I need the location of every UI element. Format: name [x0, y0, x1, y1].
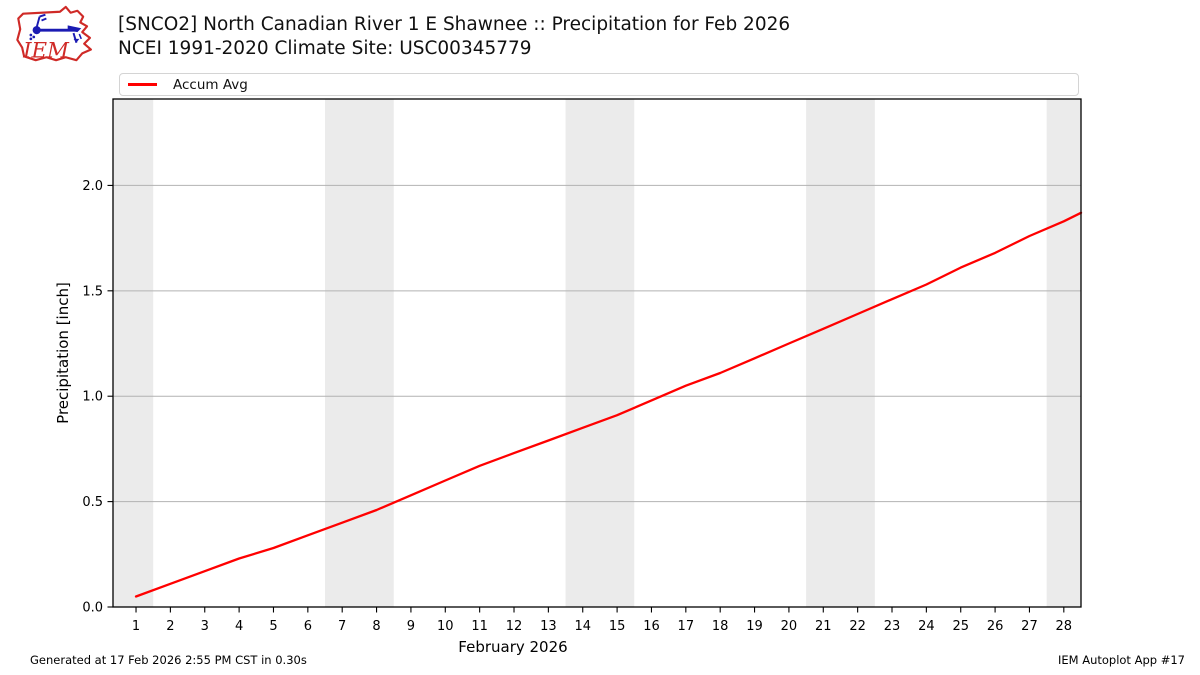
footer-generated-text: Generated at 17 Feb 2026 2:55 PM CST in …	[30, 653, 307, 667]
weekend-band	[113, 99, 154, 607]
x-tick-label: 28	[1056, 619, 1073, 634]
x-tick-label: 11	[471, 619, 488, 634]
x-tick-label: 5	[269, 619, 277, 634]
footer-app-text: IEM Autoplot App #17	[1057, 653, 1185, 667]
y-tick-label: 0.0	[82, 601, 103, 616]
legend-label: Accum Avg	[173, 76, 248, 93]
plot-border	[112, 98, 1082, 608]
x-tick-label: 9	[407, 619, 415, 634]
x-tick-label: 13	[540, 619, 557, 634]
y-tick-label: 1.0	[82, 390, 103, 405]
legend: Accum Avg	[119, 73, 1079, 96]
x-tick-label: 24	[918, 619, 935, 634]
x-tick-label: 6	[304, 619, 312, 634]
x-tick-label: 7	[338, 619, 346, 634]
page-title: [SNCO2] North Canadian River 1 E Shawnee…	[118, 14, 791, 35]
x-tick-label: 2	[166, 619, 174, 634]
iem-logo: IEM	[16, 5, 93, 63]
x-tick-label: 16	[643, 619, 660, 634]
x-tick-label: 25	[952, 619, 969, 634]
x-tick-label: 26	[987, 619, 1004, 634]
x-tick-label: 8	[372, 619, 380, 634]
y-tick-label: 1.5	[82, 284, 103, 299]
x-tick-label: 1	[132, 619, 140, 634]
logo-text: IEM	[22, 38, 70, 63]
x-tick-label: 17	[678, 619, 695, 634]
weekend-band	[806, 99, 875, 607]
x-tick-label: 4	[235, 619, 243, 634]
x-tick-label: 20	[781, 619, 798, 634]
x-tick-label: 23	[884, 619, 901, 634]
y-tick-label: 0.5	[82, 495, 103, 510]
x-tick-label: 3	[201, 619, 209, 634]
y-tick-label: 2.0	[82, 179, 103, 194]
x-tick-label: 14	[574, 619, 591, 634]
x-axis-title: February 2026	[458, 638, 567, 656]
x-tick-label: 27	[1021, 619, 1038, 634]
x-tick-label: 12	[506, 619, 523, 634]
x-tick-label: 21	[815, 619, 832, 634]
weekend-band	[325, 99, 394, 607]
x-tick-label: 10	[437, 619, 454, 634]
x-tick-label: 19	[746, 619, 763, 634]
x-tick-label: 22	[849, 619, 866, 634]
weekend-band	[565, 99, 635, 607]
y-axis-title: Precipitation [inch]	[54, 282, 72, 424]
weekend-band	[1046, 99, 1081, 607]
page-subtitle: NCEI 1991-2020 Climate Site: USC00345779	[118, 38, 532, 59]
x-tick-label: 15	[609, 619, 626, 634]
accum-avg-line-swatch	[128, 83, 157, 86]
x-tick-label: 18	[712, 619, 729, 634]
weathervane-icon	[29, 13, 82, 44]
iowa-outline-icon	[16, 5, 93, 62]
title-block: [SNCO2] North Canadian River 1 E Shawnee…	[118, 13, 790, 61]
accum-avg-line	[134, 211, 1083, 598]
